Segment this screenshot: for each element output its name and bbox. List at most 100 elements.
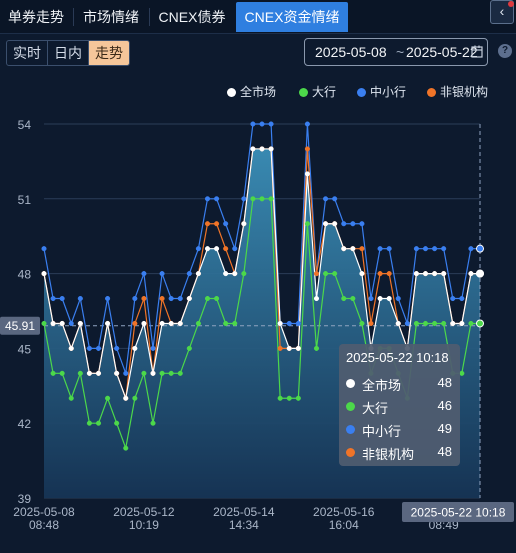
series-point-big-banks: [132, 395, 138, 401]
series-point-all-market: [223, 271, 229, 277]
series-point-small-banks: [232, 246, 238, 252]
series-point-all-market: [68, 345, 74, 351]
tab-cnex-fund-sentiment[interactable]: CNEX资金情绪: [236, 2, 348, 32]
series-point-non-bank: [159, 295, 165, 302]
series-point-all-market: [422, 271, 429, 277]
legend-dot: [299, 88, 308, 97]
legend-item-all-market[interactable]: 全市场: [227, 83, 276, 100]
mode-intraday-button[interactable]: 日内: [48, 41, 89, 65]
legend-dot: [227, 88, 236, 97]
series-point-all-market: [386, 295, 392, 302]
series-point-big-banks: [341, 295, 347, 302]
tab-bond-trend[interactable]: 单券走势: [8, 9, 64, 25]
tooltip-label: 全市场: [362, 378, 402, 393]
series-point-big-banks: [77, 370, 83, 376]
series-point-small-banks: [268, 121, 274, 127]
y-tick-label: 39: [18, 492, 32, 506]
legend-item-small-banks[interactable]: 中小行: [357, 83, 406, 100]
series-point-all-market: [441, 271, 447, 277]
series-point-small-banks: [77, 295, 83, 302]
series-point-small-banks: [368, 295, 374, 302]
series-point-small-banks: [123, 370, 129, 376]
series-point-all-market: [123, 395, 129, 401]
series-point-big-banks: [232, 320, 238, 327]
tooltip-row: 中小行 49: [346, 421, 456, 439]
series-point-non-bank: [204, 221, 211, 227]
legend-item-big-banks[interactable]: 大行: [299, 83, 336, 100]
series-point-non-bank: [214, 221, 220, 227]
mode-trend-button[interactable]: 走势: [89, 41, 129, 65]
series-point-big-banks: [204, 295, 211, 302]
series-point-all-market: [413, 271, 419, 277]
series-point-small-banks: [432, 246, 438, 252]
legend-label: 大行: [312, 85, 337, 99]
series-point-big-banks: [223, 320, 229, 327]
x-tick-date-label: 2025-05-16: [313, 505, 375, 519]
series-point-all-market: [277, 320, 283, 327]
series-point-big-banks: [332, 271, 338, 277]
y-tick-label: 48: [18, 268, 32, 282]
series-point-all-market: [304, 171, 310, 177]
series-point-all-market: [332, 221, 338, 227]
tooltip-value: 46: [437, 398, 452, 413]
series-point-non-bank: [386, 271, 392, 277]
series-point-all-market: [186, 295, 192, 302]
series-point-big-banks: [432, 320, 438, 327]
legend-label: 全市场: [240, 85, 277, 99]
series-point-all-market: [295, 345, 301, 351]
chevron-left-icon: ‹: [499, 3, 505, 19]
mode-realtime-button[interactable]: 实时: [7, 41, 48, 65]
series-point-all-market: [177, 320, 183, 327]
series-point-small-banks: [41, 246, 47, 252]
tab-cnex-bond[interactable]: CNEX债券: [158, 9, 226, 25]
series-point-small-banks: [295, 320, 301, 327]
series-point-all-market: [268, 146, 274, 152]
series-point-small-banks: [304, 121, 310, 127]
crosshair-x-label-bg: [402, 502, 514, 522]
tooltip-value: 49: [437, 421, 452, 436]
series-point-small-banks: [286, 320, 292, 327]
series-point-all-market: [232, 271, 238, 277]
series-point-big-banks: [241, 271, 247, 277]
chart-tooltip: 2025-05-22 10:18 全市场 48 大行 46 中小行 49 非银机构 48: [339, 344, 460, 466]
series-point-small-banks: [323, 196, 329, 202]
series-point-all-market: [214, 246, 220, 252]
series-point-small-banks: [386, 246, 392, 252]
tab-market-sentiment[interactable]: 市场情绪: [83, 9, 139, 25]
series-point-big-banks: [350, 295, 356, 302]
tooltip-row: 非银机构 48: [346, 444, 456, 462]
series-point-all-market: [50, 320, 56, 327]
series-point-small-banks: [186, 271, 192, 277]
series-point-big-banks: [141, 370, 147, 376]
tooltip-label: 大行: [362, 401, 389, 416]
series-point-big-banks: [177, 370, 183, 376]
series-point-big-banks: [114, 420, 120, 426]
series-point-non-bank: [359, 246, 365, 252]
date-range-end: 2025-05-22: [406, 44, 478, 60]
date-range-picker[interactable]: 2025-05-08 ~ 2025-05-22: [304, 38, 488, 66]
series-point-small-banks: [350, 221, 356, 227]
legend-dot: [427, 88, 436, 97]
series-point-big-banks: [86, 420, 92, 426]
series-point-big-banks: [286, 395, 292, 401]
series-point-small-banks: [177, 295, 183, 302]
series-point-big-banks: [323, 271, 329, 277]
legend-item-non-bank[interactable]: 非银机构: [427, 83, 488, 100]
series-point-small-banks: [150, 345, 156, 351]
series-point-all-market: [141, 320, 147, 327]
series-point-all-market: [476, 269, 484, 278]
date-range-start: 2025-05-08: [315, 44, 387, 60]
legend-label: 中小行: [370, 85, 407, 99]
tooltip-row: 全市场 48: [346, 375, 456, 393]
crosshair-y-label-bg: [0, 316, 40, 335]
x-tick-time-label: 10:19: [129, 518, 159, 532]
series-point-small-banks: [250, 121, 256, 127]
series-point-small-banks: [422, 246, 429, 252]
series-point-small-banks: [214, 196, 220, 202]
help-icon[interactable]: ?: [498, 44, 512, 58]
tooltip-dot: [346, 379, 355, 388]
series-point-all-market: [359, 271, 365, 277]
series-point-big-banks: [105, 395, 111, 401]
series-point-big-banks: [214, 295, 220, 302]
